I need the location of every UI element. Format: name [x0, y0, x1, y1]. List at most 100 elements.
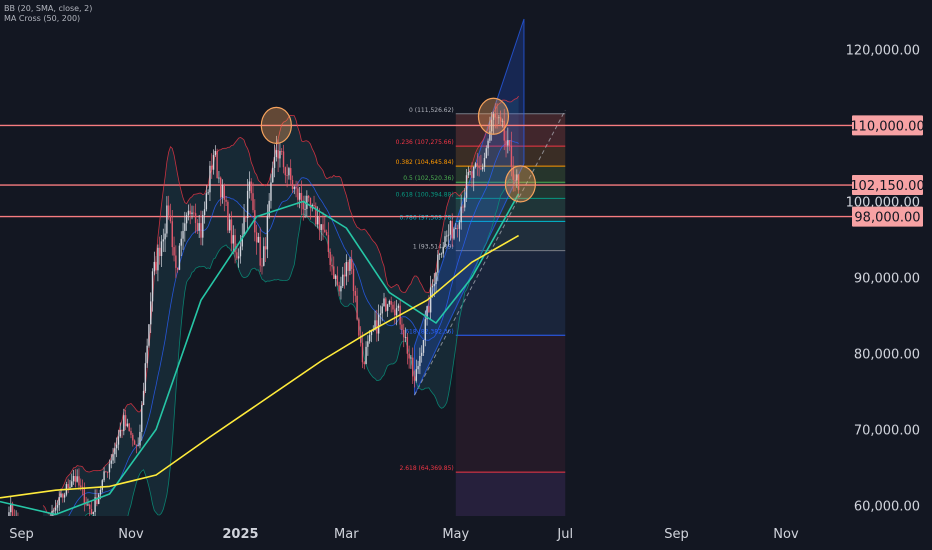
candle-body [110, 460, 112, 464]
fib-level-label: 0.618 (100,394.88) [396, 191, 454, 198]
candle-body [390, 300, 392, 305]
candle-body [516, 174, 518, 181]
candle-body [202, 215, 204, 238]
candle-body [401, 324, 403, 330]
fib-zone [455, 146, 566, 167]
candle-body [465, 175, 468, 198]
candle-body [379, 313, 382, 315]
candle-body [349, 258, 351, 271]
candle-body [133, 440, 136, 445]
candle-body [342, 274, 344, 287]
candle-body [338, 285, 340, 292]
candle-body [117, 436, 120, 445]
candle-body [408, 353, 410, 359]
candle-body [51, 510, 53, 520]
candle-body [126, 423, 129, 427]
candle-body [374, 320, 376, 331]
candle-body [517, 174, 520, 190]
candle-body [56, 505, 59, 508]
candle-body [464, 197, 466, 208]
candle-body [148, 324, 150, 346]
candle-body [203, 209, 206, 216]
candle-body [178, 245, 181, 270]
candle-body [297, 188, 299, 200]
candle-body [333, 266, 335, 279]
candle-body [356, 295, 358, 320]
candle-body [451, 220, 453, 239]
candle-body [58, 497, 60, 506]
candle-body [307, 195, 310, 198]
candle-body [241, 236, 243, 247]
candle-body [261, 265, 263, 267]
candle-body [220, 177, 222, 198]
candle-body [257, 236, 260, 243]
candle-body [160, 241, 163, 257]
fib-level-label: 2.618 (64,369.85) [399, 465, 453, 472]
candle-body [417, 366, 419, 370]
candle-body [386, 304, 389, 311]
candle-body [123, 415, 125, 432]
candle-body [385, 298, 387, 311]
candle-body [236, 252, 238, 259]
candle-body [284, 167, 287, 176]
candle-body [327, 235, 330, 252]
price-tick-label: 60,000.00 [854, 499, 920, 514]
candle-body [501, 120, 504, 122]
candle-body [246, 190, 249, 219]
candle-body [507, 140, 509, 146]
candle-body [412, 357, 414, 377]
time-tick-label: Nov [773, 527, 799, 542]
candle-body [336, 275, 339, 286]
candle-body [437, 254, 439, 273]
candle-body [331, 264, 333, 267]
candle-body [455, 228, 457, 230]
candle-body [151, 271, 154, 302]
candle-body [176, 267, 179, 270]
candle-body [358, 319, 360, 336]
candle-body [397, 305, 400, 308]
candle-body [184, 223, 186, 231]
candle-body [132, 434, 134, 441]
candle-body [289, 168, 292, 180]
candle-body [456, 228, 459, 230]
candle-body [478, 166, 480, 169]
candle-body [137, 445, 139, 447]
candle-body [114, 448, 116, 455]
legend-ma-cross[interactable]: MA Cross (50, 200) [4, 14, 81, 23]
candle-body [368, 335, 371, 342]
candle-body [169, 215, 172, 222]
candle-body [80, 485, 82, 487]
level-badge-label: 110,000.00 [850, 119, 924, 134]
candle-body [248, 181, 251, 191]
candle-body [363, 362, 365, 365]
candle-body [211, 165, 213, 170]
candle-body [352, 268, 355, 292]
candle-body [92, 512, 95, 515]
candle-body [89, 504, 91, 510]
candle-body [281, 150, 283, 152]
candle-body [72, 476, 75, 482]
price-axis-background [852, 0, 932, 550]
candle-body [69, 486, 71, 488]
fib-zone [455, 221, 566, 251]
candle-body [508, 140, 511, 146]
candle-body [245, 217, 247, 219]
candle-body [60, 493, 62, 498]
candle-body [510, 145, 513, 167]
candle-body [124, 415, 127, 427]
candle-body [53, 510, 55, 512]
price-tick-label: 80,000.00 [854, 347, 920, 362]
candle-body [473, 166, 475, 178]
candle-body [94, 497, 96, 513]
candle-body [205, 193, 208, 210]
time-tick-label: 2025 [222, 527, 258, 542]
candle-body [485, 148, 487, 159]
candle-body [119, 430, 121, 437]
candle-body [239, 246, 242, 257]
candle-body [444, 236, 446, 247]
fib-level-label: 0 (111,526.62) [409, 107, 454, 114]
time-tick-label: Mar [334, 527, 359, 542]
fib-zone-tail [455, 472, 566, 516]
legend-bb[interactable]: BB (20, SMA, close, 2) [4, 4, 93, 13]
